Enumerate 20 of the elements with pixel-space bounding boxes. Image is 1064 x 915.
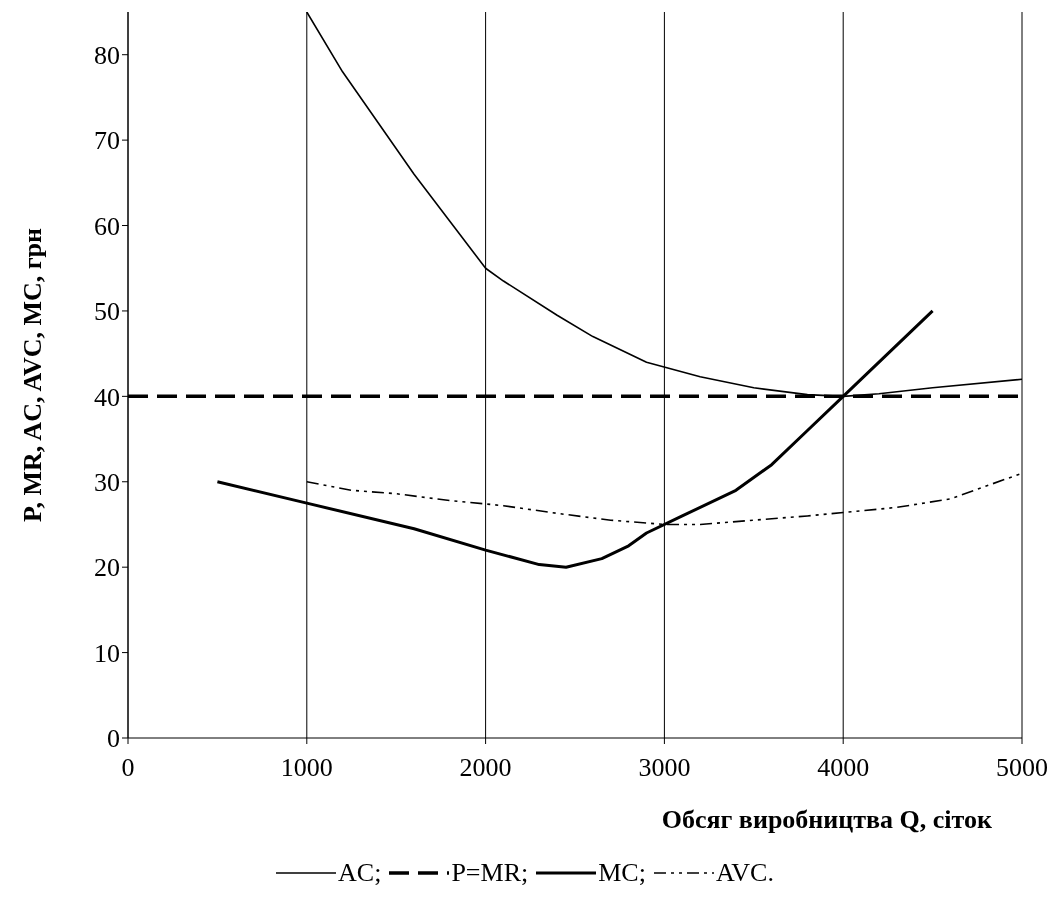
y-tick-label: 40	[94, 382, 120, 412]
x-tick-label: 2000	[459, 753, 512, 783]
y-tick-label: 10	[94, 638, 120, 668]
x-axis-title: Обсяг виробництва Q, сіток	[661, 805, 993, 834]
legend-label: AVC.	[715, 858, 774, 888]
legend-label: MC;	[598, 858, 646, 888]
y-tick-label: 50	[94, 297, 120, 327]
y-tick-label: 60	[94, 211, 120, 241]
y-tick-label: 70	[94, 126, 120, 156]
legend-label: AC;	[338, 858, 382, 888]
x-tick-label: 4000	[817, 753, 870, 783]
y-tick-label: 80	[94, 40, 120, 70]
y-tick-label: 30	[94, 467, 120, 497]
y-axis-title: P, MR, AC, AVC, MC, грн	[18, 227, 48, 523]
y-tick-label: 20	[94, 553, 120, 583]
x-tick-label: 1000	[280, 753, 333, 783]
y-tick-label: 0	[107, 724, 120, 754]
x-tick-label: 5000	[996, 753, 1048, 783]
legend-label: P=MR;	[451, 858, 529, 888]
x-tick-label: 3000	[638, 753, 691, 783]
